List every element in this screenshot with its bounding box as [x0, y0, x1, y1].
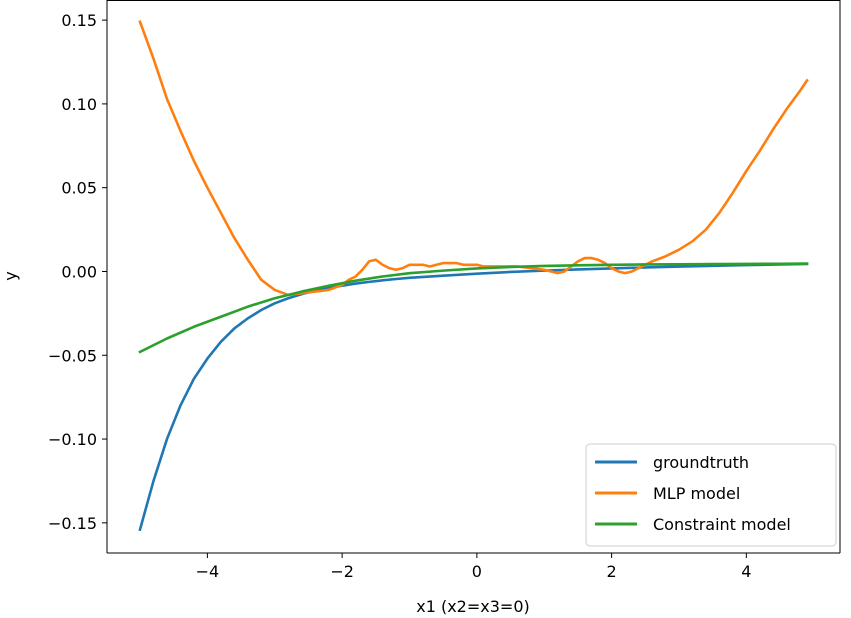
x-axis-ticks: −4 −2 0 2 4 [196, 553, 751, 581]
y-tick-label: −0.05 [48, 346, 97, 365]
x-axis-label: x1 (x2=x3=0) [416, 597, 530, 616]
legend-label-mlp-model: MLP model [653, 484, 740, 503]
legend: groundtruth MLP model Constraint model [585, 443, 837, 547]
x-tick-label: −2 [330, 562, 354, 581]
y-tick-label: −0.10 [48, 430, 97, 449]
x-tick-label: −4 [196, 562, 220, 581]
y-tick-label: 0.05 [61, 179, 97, 198]
y-tick-label: 0.10 [61, 95, 97, 114]
x-tick-label: 4 [741, 562, 751, 581]
legend-label-groundtruth: groundtruth [653, 453, 749, 472]
y-axis-label: y [1, 271, 20, 280]
y-tick-label: −0.15 [48, 514, 97, 533]
y-tick-label: 0.00 [61, 262, 97, 281]
axes-frame [106, 0, 841, 554]
series-line-constraint-model [138, 262, 809, 354]
y-tick-label: 0.15 [61, 11, 97, 30]
series-layer [138, 20, 809, 532]
series-line-groundtruth [138, 262, 809, 532]
x-tick-label: 2 [607, 562, 617, 581]
x-tick-label: 0 [472, 562, 482, 581]
y-axis-ticks: −0.15 −0.10 −0.05 0.00 0.05 0.10 0.15 [48, 11, 107, 533]
legend-label-constraint-model: Constraint model [653, 515, 791, 534]
legend-box [585, 443, 837, 547]
